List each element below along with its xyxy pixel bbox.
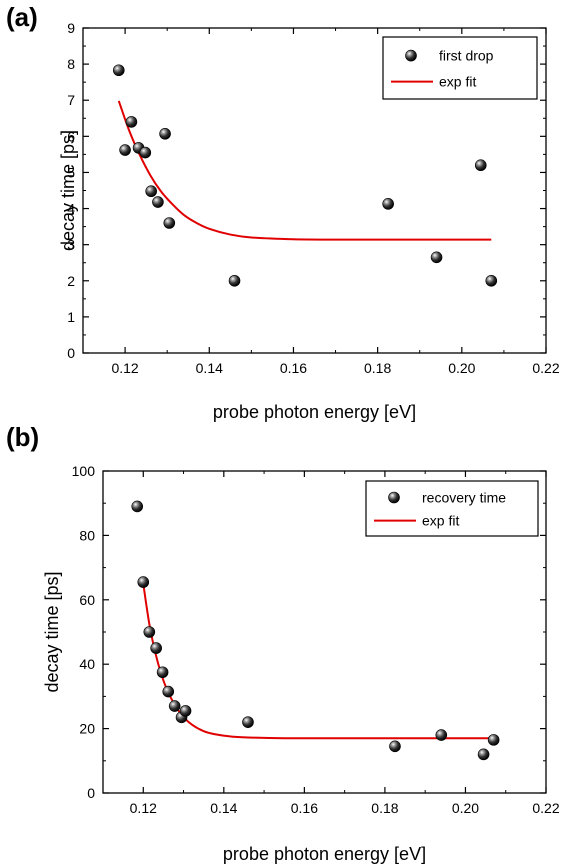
panel-label-a: (a)	[6, 2, 38, 32]
data-point	[131, 500, 144, 513]
x-tick-label: 0.22	[532, 800, 559, 816]
legend-marker-points	[388, 491, 400, 504]
panel-label-b: (b)	[6, 422, 40, 452]
y-tick-label: 7	[67, 92, 75, 108]
chart-panel-b: 0.12 0.14 0.16 0.18 0.20 0.22 0 20 40 60 80 100 prob…	[42, 463, 560, 864]
y-tick-label: 0	[87, 785, 95, 801]
data-point	[152, 196, 164, 208]
x-tick-label: 0.16	[291, 800, 318, 816]
y-tick-label: 9	[67, 20, 75, 36]
legend-label-points: recovery time	[422, 490, 506, 506]
data-point	[477, 748, 490, 761]
x-tick-label: 0.20	[452, 800, 479, 816]
data-point	[242, 716, 254, 728]
y-tick-label: 8	[67, 56, 75, 72]
data-point	[487, 734, 500, 746]
legend-box	[365, 480, 539, 537]
y-tick-label: 1	[67, 309, 75, 325]
x-tick-label: 0.22	[532, 360, 559, 376]
x-tick-label: 0.14	[210, 800, 237, 816]
data-point	[162, 685, 175, 698]
y-tick-label: 6	[67, 128, 75, 144]
x-tick-label: 0.12	[111, 360, 138, 376]
y-tick-label: 2	[67, 273, 75, 289]
y-tick-label: 20	[79, 721, 95, 737]
data-point	[382, 198, 394, 210]
y-tick-label: 4	[67, 201, 75, 217]
data-point	[125, 116, 138, 128]
y-tick-label: 80	[79, 527, 95, 543]
x-axis-title: probe photon energy [eV]	[213, 402, 416, 422]
data-point	[435, 729, 448, 741]
x-axis-title: probe photon energy [eV]	[223, 844, 426, 864]
y-tick-label: 60	[79, 592, 95, 608]
data-point	[150, 642, 162, 654]
data-point	[389, 740, 401, 753]
legend-label-points: first drop	[439, 48, 494, 64]
y-tick-label: 100	[72, 463, 96, 479]
data-point	[485, 274, 498, 287]
legend-label-fit: exp fit	[422, 513, 459, 529]
legend-label-fit: exp fit	[439, 74, 476, 90]
y-tick-label: 0	[67, 345, 75, 361]
y-tick-label: 40	[79, 656, 95, 672]
legend-marker-points	[405, 49, 417, 62]
x-tick-label: 0.18	[364, 360, 391, 376]
data-point	[156, 666, 169, 679]
x-tick-label: 0.12	[130, 800, 157, 816]
x-tick-label: 0.18	[371, 800, 398, 816]
y-tick-label: 5	[67, 164, 75, 180]
data-point	[228, 274, 241, 287]
data-point	[143, 626, 156, 638]
y-axis-title: decay time [ps]	[58, 130, 78, 251]
data-point	[159, 128, 171, 140]
data-point	[163, 217, 176, 229]
y-tick-label: 3	[67, 237, 75, 253]
data-point	[112, 64, 125, 77]
data-point	[145, 185, 157, 198]
x-tick-label: 0.16	[280, 360, 307, 376]
data-point	[119, 144, 131, 156]
data-point	[179, 705, 192, 717]
legend-box	[382, 36, 538, 100]
data-point	[430, 251, 443, 264]
x-tick-label: 0.14	[196, 360, 223, 376]
chart-panel-a: 0.12 0.14 0.16 0.18 0.20 0.22 0 1 2 3 4 5 6 7 8 9 probe …	[58, 20, 560, 422]
x-tick-label: 0.20	[448, 360, 475, 376]
y-axis-title: decay time [ps]	[42, 571, 62, 692]
data-point	[168, 700, 181, 712]
series-line-exp-fit	[117, 100, 492, 241]
data-point	[137, 576, 150, 588]
data-point	[474, 159, 487, 172]
data-point	[139, 146, 152, 159]
series-line-exp-fit	[142, 583, 494, 740]
